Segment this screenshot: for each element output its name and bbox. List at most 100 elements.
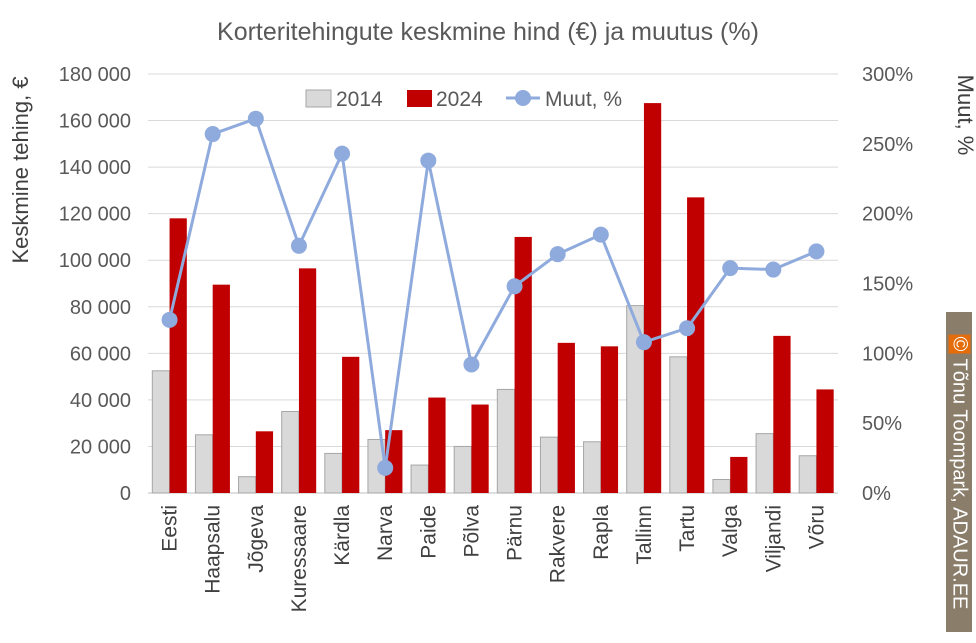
- bar-2014: [281, 411, 300, 494]
- legend-label-change: Muut, %: [545, 88, 622, 111]
- change-line: [161, 110, 825, 476]
- bar-2024: [687, 197, 705, 493]
- y-tick-label: 120 000: [59, 204, 131, 226]
- bar-2024: [342, 356, 360, 493]
- bars: [151, 103, 834, 494]
- x-tick-label: Haapsalu: [202, 505, 225, 594]
- legend-marker-change: [515, 90, 531, 106]
- bar-2024: [471, 404, 489, 493]
- change-point: [161, 311, 178, 328]
- bar-2024: [557, 342, 575, 493]
- y-axis-ticks: 0 20 000 40 000 60 000 80 000 100 000 120 000 1…: [59, 64, 131, 505]
- change-point: [765, 261, 782, 278]
- credit-badge: [946, 312, 972, 632]
- x-tick-label: Tallinn: [633, 505, 656, 565]
- change-point: [506, 278, 523, 295]
- change-point: [635, 334, 652, 351]
- gridlines: [148, 73, 838, 494]
- bar-2024: [298, 268, 317, 493]
- change-series-line: [168, 116, 818, 469]
- chart-title: Korteritehingute keskmine hind (€) ja mu…: [217, 18, 759, 46]
- bar-2024: [600, 346, 619, 493]
- copyright-symbol: ©: [948, 334, 971, 354]
- bar-2024: [212, 284, 230, 493]
- legend-label-2014: 2014: [336, 88, 383, 111]
- y2-axis-ticks: 0% 50% 100% 150% 200% 250% 300%: [862, 64, 913, 505]
- y-tick-label: 0: [120, 483, 131, 505]
- y2-tick-label: 300%: [862, 64, 913, 86]
- change-point: [722, 260, 739, 277]
- bar-2014: [453, 445, 472, 494]
- bar-2014: [669, 356, 688, 494]
- bar-2014: [324, 452, 343, 494]
- y-tick-label: 140 000: [59, 157, 131, 179]
- bar-2024: [643, 103, 662, 493]
- bar-2014: [194, 434, 214, 494]
- x-tick-label: Kärdla: [331, 505, 354, 566]
- bar-2024: [730, 456, 748, 493]
- legend-swatch-2014: [305, 89, 332, 108]
- change-point: [334, 145, 351, 162]
- x-tick-label: Viljandi: [762, 505, 785, 572]
- legend-label-2024: 2024: [436, 88, 483, 111]
- bar-2024: [514, 236, 532, 493]
- bar-2014: [496, 388, 516, 494]
- y-tick-label: 180 000: [59, 64, 131, 86]
- legend: 2014 2024 Muut, %: [305, 88, 622, 111]
- change-point: [377, 459, 394, 476]
- bar-2014: [151, 370, 171, 494]
- change-point: [808, 243, 825, 260]
- bar-2014: [238, 476, 257, 494]
- change-point: [290, 237, 307, 254]
- y-tick-label: 40 000: [70, 390, 131, 412]
- change-point: [420, 152, 437, 169]
- x-tick-label: Põlva: [460, 505, 483, 558]
- bar-2024: [255, 431, 274, 493]
- y2-tick-label: 150%: [862, 274, 913, 296]
- change-point: [592, 226, 609, 243]
- change-point: [204, 126, 221, 143]
- y2-tick-label: 100%: [862, 343, 913, 365]
- y-tick-label: 60 000: [70, 343, 131, 365]
- x-tick-label: Pärnu: [504, 505, 527, 561]
- bar-2014: [798, 455, 817, 494]
- change-point: [679, 320, 696, 337]
- y-tick-label: 80 000: [70, 297, 131, 319]
- bar-2014: [410, 464, 429, 494]
- bar-2024: [428, 397, 446, 493]
- y2-tick-label: 0%: [862, 483, 891, 505]
- bar-2024: [169, 218, 187, 494]
- y2-tick-label: 250%: [862, 134, 913, 156]
- bar-2024: [816, 389, 834, 493]
- change-point: [549, 246, 566, 263]
- x-tick-label: Valga: [719, 505, 742, 557]
- x-tick-label: Narva: [374, 505, 397, 561]
- x-tick-label: Tartu: [676, 505, 699, 552]
- bar-2014: [583, 441, 602, 494]
- change-point: [463, 356, 480, 373]
- x-tick-label: Rakvere: [547, 505, 570, 583]
- bar-2014: [712, 478, 731, 494]
- x-tick-label: Rapla: [590, 505, 613, 560]
- x-tick-label: Kuressaare: [288, 505, 311, 612]
- y2-axis-label: Muut, %: [953, 75, 976, 156]
- x-tick-label: Paide: [417, 505, 440, 559]
- y-axis-label: Keskmine tehing, €: [8, 76, 33, 263]
- y-tick-label: 100 000: [59, 250, 131, 272]
- legend-swatch-2024: [407, 90, 432, 107]
- change-point: [247, 110, 264, 127]
- y-tick-label: 20 000: [70, 436, 131, 458]
- x-tick-label: Eesti: [159, 505, 182, 552]
- x-axis-ticks: Eesti Haapsalu Jõgeva Kuressaare Kärdla Narva…: [159, 505, 829, 613]
- y2-tick-label: 50%: [862, 413, 902, 435]
- y-tick-label: 160 000: [59, 111, 131, 133]
- x-tick-label: Võru: [805, 505, 828, 549]
- bar-2014: [539, 436, 559, 494]
- x-tick-label: Jõgeva: [245, 505, 268, 573]
- bar-2024: [773, 335, 791, 493]
- bar-2014: [755, 433, 774, 494]
- credit-text: © Tõnu Toompark, ADAUR.EE: [948, 334, 971, 609]
- y2-tick-label: 200%: [862, 204, 913, 226]
